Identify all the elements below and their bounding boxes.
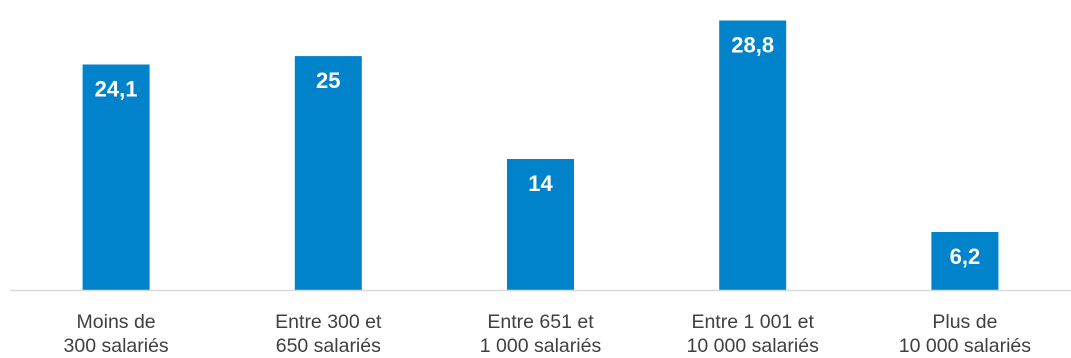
bar-value-label-3: 28,8 [731, 33, 774, 58]
category-label-line-3-1: 10 000 salariés [687, 335, 820, 357]
category-label-line-4-1: 10 000 salariés [899, 335, 1032, 357]
category-label-line-2-1: 1 000 salariés [480, 335, 602, 357]
bar-3 [719, 20, 787, 290]
category-label-line-3-0: Entre 1 001 et [691, 311, 814, 333]
bar-value-label-2: 14 [528, 171, 553, 196]
bars-group [82, 20, 999, 290]
value-labels-group: 24,1 25 14 28,8 6,2 [95, 33, 981, 270]
bar-4 [931, 232, 999, 290]
category-label-line-2-0: Entre 651 et [487, 311, 594, 333]
bar-value-label-4: 6,2 [950, 244, 981, 269]
bar-0 [82, 64, 150, 290]
bar-value-label-0: 24,1 [95, 77, 138, 102]
bar-value-label-1: 25 [316, 68, 340, 93]
category-label-2: Entre 651 et 1 000 salariés [480, 311, 602, 357]
category-label-line-0-0: Moins de [77, 311, 156, 333]
category-label-line-1-0: Entre 300 et [275, 311, 382, 333]
category-label-line-1-1: 650 salariés [276, 335, 381, 357]
category-labels-group: Moins de 300 salariés Entre 300 et 650 sala… [64, 311, 1032, 357]
bar-1 [294, 56, 362, 290]
category-label-1: Entre 300 et 650 salariés [275, 311, 382, 357]
category-label-4: Plus de 10 000 salariés [899, 311, 1032, 357]
category-label-line-4-0: Plus de [932, 311, 997, 333]
category-label-0: Moins de 300 salariés [64, 311, 169, 357]
bar-2 [507, 159, 574, 290]
category-label-3: Entre 1 001 et 10 000 salariés [687, 311, 820, 357]
category-label-line-0-1: 300 salariés [64, 335, 169, 357]
